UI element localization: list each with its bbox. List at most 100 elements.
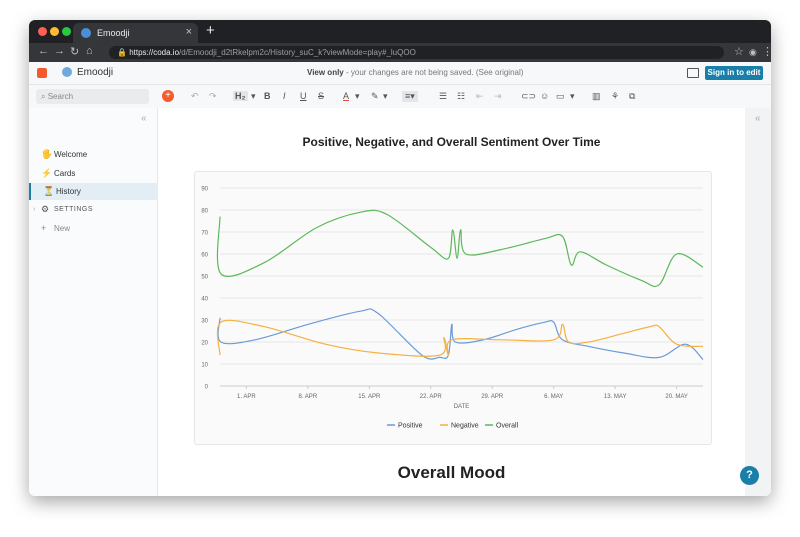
search-placeholder: Search xyxy=(47,92,74,101)
y-tick-label: 50 xyxy=(201,275,208,281)
browser-tab[interactable]: Emoodji × xyxy=(73,23,198,43)
align-icon[interactable]: ≡▾ xyxy=(402,91,418,102)
sidebar-item-welcome[interactable]: 🖐 Welcome xyxy=(29,146,157,163)
sidebar-item-label: Cards xyxy=(54,169,76,178)
plus-icon: + xyxy=(41,223,47,233)
redo-icon[interactable]: ↷ xyxy=(209,91,217,101)
series-line-positive xyxy=(217,308,704,361)
new-tab-button[interactable]: + xyxy=(206,22,215,39)
x-tick-label: 29. APR xyxy=(481,394,504,400)
sign-in-button[interactable]: Sign in to edit xyxy=(705,66,763,80)
reload-icon[interactable]: ↻ xyxy=(70,46,80,58)
browser-window: Emoodji × + ← → ↻ ⌂ 🔒 https://coda.io/d/… xyxy=(29,20,771,496)
chevron-down-icon[interactable]: ▾ xyxy=(251,91,256,101)
chevron-right-icon[interactable]: › xyxy=(33,206,36,213)
emoji-icon[interactable]: ☺ xyxy=(540,91,550,101)
heading-button[interactable]: H₂ xyxy=(233,91,248,101)
indent-icon[interactable]: ⇥ xyxy=(494,91,502,101)
doc-canvas: Positive, Negative, and Overall Sentimen… xyxy=(158,108,771,496)
outdent-icon[interactable]: ⇤ xyxy=(476,91,484,101)
gear-icon: ⚙ xyxy=(41,204,50,214)
close-window-button[interactable] xyxy=(38,27,47,36)
sidebar-item-label: SETTINGS xyxy=(54,206,94,213)
sidebar-item-history[interactable]: ⏳ History xyxy=(29,183,159,200)
x-tick-label: 20. MAY xyxy=(665,394,688,400)
sidebar-item-label: Welcome xyxy=(54,150,88,159)
x-tick-label: 6. MAY xyxy=(544,394,563,400)
tab-title: Emoodji xyxy=(97,28,130,38)
view-only-banner: View only - your changes are not being s… xyxy=(307,68,523,77)
present-icon[interactable] xyxy=(687,68,699,78)
y-tick-label: 30 xyxy=(201,319,208,325)
coda-logo-icon[interactable] xyxy=(37,68,47,78)
chevron-down-icon[interactable]: ▾ xyxy=(355,91,360,101)
series-line-negative xyxy=(216,319,704,357)
lightning-icon: ⚡ xyxy=(41,168,53,178)
chart-container: 0 10 20 30 40 50 60 70 80 90 1. APR 8. APR 15. APR 22… xyxy=(194,171,712,445)
collapse-sidebar-icon[interactable]: « xyxy=(141,113,147,124)
bold-button[interactable]: B xyxy=(264,91,271,101)
tab-close-icon[interactable]: × xyxy=(185,26,192,38)
search-input[interactable]: ⌕ Search xyxy=(36,89,149,104)
legend-entry: Negative xyxy=(451,423,479,430)
url-field[interactable]: 🔒 https://coda.io/d/Emoodji_d2tRkelpm2c/… xyxy=(109,46,724,59)
underline-button[interactable]: U xyxy=(300,91,307,101)
italic-button[interactable]: I xyxy=(283,91,286,101)
doc-title: Emoodji xyxy=(77,67,114,78)
puzzle-icon[interactable]: ⧉ xyxy=(629,91,636,101)
x-tick-label: 8. APR xyxy=(298,394,317,400)
chart-title: Positive, Negative, and Overall Sentimen… xyxy=(302,135,601,149)
expand-panel-icon[interactable]: « xyxy=(755,113,761,124)
sidebar-item-settings[interactable]: › ⚙ SETTINGS xyxy=(29,201,157,218)
y-tick-label: 20 xyxy=(201,341,208,347)
bullet-list-icon[interactable]: ☰ xyxy=(439,91,448,101)
sidebar-item-cards[interactable]: ⚡ Cards xyxy=(29,165,157,182)
sidebar-item-label: History xyxy=(56,187,81,196)
text-color-button[interactable]: A xyxy=(343,91,350,101)
insert-plus-button[interactable]: + xyxy=(162,90,174,102)
star-icon[interactable]: ☆ xyxy=(734,46,744,58)
book-icon[interactable]: ▥ xyxy=(592,91,601,101)
home-icon[interactable]: ⌂ xyxy=(86,45,93,57)
chevron-down-icon[interactable]: ▾ xyxy=(570,91,575,101)
y-tick-label: 0 xyxy=(205,385,209,391)
chevron-down-icon[interactable]: ▾ xyxy=(383,91,388,101)
sidebar-item-label: New xyxy=(54,224,71,233)
highlight-icon[interactable]: ✎ xyxy=(371,91,379,101)
minimize-window-button[interactable] xyxy=(50,27,59,36)
app-header: Emoodji View only - your changes are not… xyxy=(29,62,771,85)
url-path: /d/Emoodji_d2tRkelpm2c/History_suC_k?vie… xyxy=(179,48,416,57)
x-axis-label: DATE xyxy=(454,404,470,410)
doc-page: Positive, Negative, and Overall Sentimen… xyxy=(158,108,745,496)
help-button[interactable]: ? xyxy=(740,466,759,485)
sidebar: « 🖐 Welcome ⚡ Cards ⏳ History › ⚙ SETTIN… xyxy=(29,108,159,496)
address-bar-row: ← → ↻ ⌂ 🔒 https://coda.io/d/Emoodji_d2tR… xyxy=(29,43,771,62)
x-tick-label: 22. APR xyxy=(420,394,443,400)
forward-arrow-icon[interactable]: → xyxy=(54,45,65,57)
menu-dots-icon[interactable]: ⋮ xyxy=(762,46,771,58)
url-host: https://coda.io xyxy=(129,48,180,57)
y-tick-label: 80 xyxy=(201,209,208,215)
undo-icon[interactable]: ↶ xyxy=(191,91,199,101)
strikethrough-button[interactable]: S xyxy=(318,91,325,101)
numbered-list-icon[interactable]: ☷ xyxy=(457,91,466,101)
profile-icon[interactable]: ◉ xyxy=(749,47,757,57)
tab-bar: Emoodji × + xyxy=(29,20,771,43)
doc-icon xyxy=(62,67,72,77)
back-arrow-icon[interactable]: ← xyxy=(38,45,49,57)
overall-mood-heading: Overall Mood xyxy=(397,463,506,482)
pack-icon[interactable]: ⚘ xyxy=(611,91,620,101)
x-tick-label: 1. APR xyxy=(237,394,256,400)
view-only-note[interactable]: - your changes are not being saved. (See… xyxy=(343,68,524,77)
sidebar-item-new[interactable]: + New xyxy=(29,220,157,237)
format-toolbar: ⌕ Search + ↶ ↷ H₂ ▾ B I U S A ▾ ✎ ▾ ≡▾ ☰… xyxy=(29,85,771,109)
line-chart: 0 10 20 30 40 50 60 70 80 90 1. APR 8. APR 15. APR 22… xyxy=(201,187,704,430)
hourglass-icon: ⏳ xyxy=(43,186,55,196)
comment-icon[interactable]: ▭ xyxy=(556,91,565,101)
link-icon[interactable]: ⊂⊃ xyxy=(521,91,537,101)
hand-icon: 🖐 xyxy=(41,149,53,159)
series-line-overall xyxy=(216,209,704,288)
maximize-window-button[interactable] xyxy=(62,27,71,36)
y-tick-label: 60 xyxy=(201,253,208,259)
x-tick-label: 13. MAY xyxy=(604,394,627,400)
